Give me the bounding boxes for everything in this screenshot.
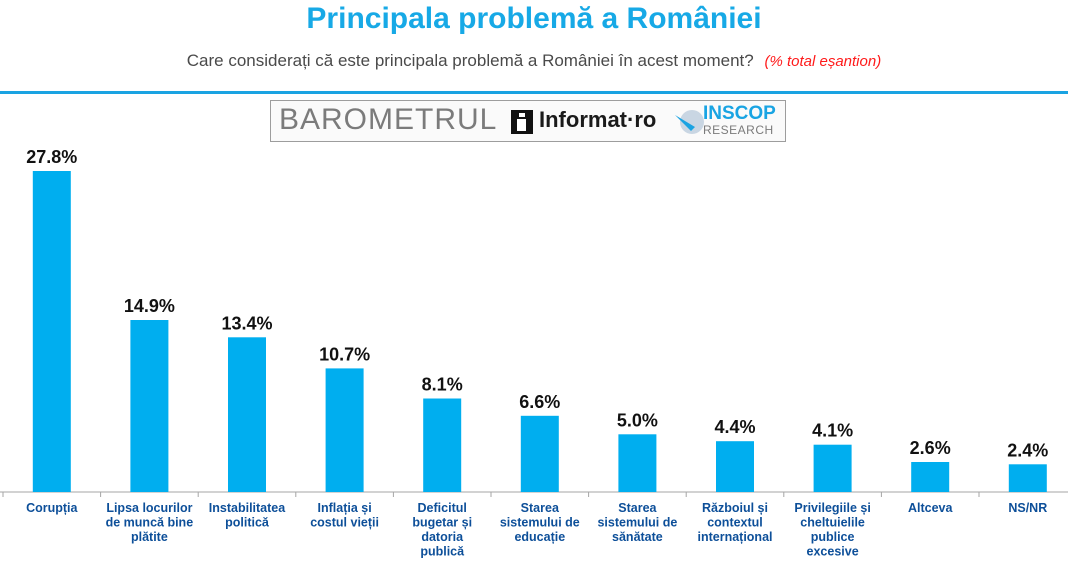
sponsor-logo-banner: BAROMETRUL Informat·ro INSCOP RESEARCH (270, 100, 786, 142)
data-label: 13.4% (221, 313, 272, 333)
category-label-line: de muncă bine (106, 516, 194, 530)
category-label: Starea sistemului de educație (500, 501, 580, 544)
data-label: 6.6% (519, 392, 560, 412)
category-label-line: educație (514, 530, 565, 544)
bar (520, 415, 559, 492)
category-label-line: Altceva (908, 501, 954, 515)
category-label-line: plătite (131, 530, 168, 544)
bar (130, 320, 169, 492)
category-label-line: Lipsa locurilor (106, 501, 192, 515)
barometrul-logo-text: BAROMETRUL (279, 103, 498, 136)
category-label-line: internațional (697, 530, 772, 544)
bar (716, 441, 754, 492)
bar (32, 171, 71, 492)
informat-logo-icon (511, 110, 533, 134)
category-label-line: publice (811, 530, 855, 544)
category-label-line: costul vieții (310, 516, 379, 530)
category-label-line: Privilegiile și (794, 501, 870, 515)
data-label: 2.4% (1007, 440, 1048, 460)
bar (1008, 464, 1047, 492)
category-label-line: excesive (807, 545, 859, 559)
category-label-line: contextul (707, 516, 763, 530)
bar (325, 368, 364, 492)
data-label: 14.9% (124, 296, 175, 316)
informat-logo-text: Informat·ro (539, 107, 656, 133)
category-label-line: Starea (618, 501, 657, 515)
category-label: Privilegiile și cheltuielile publice excesi… (794, 501, 870, 559)
category-label-line: Războiul și (702, 501, 768, 515)
category-label-line: sistemului de (597, 516, 677, 530)
informat-logo-domain: ·ro (627, 107, 657, 132)
bar (423, 398, 462, 492)
chart-subtitle: Care considerați că este principala prob… (0, 51, 1068, 71)
category-label-line: bugetar și (412, 516, 472, 530)
subtitle-note: (% total eșantion) (764, 53, 882, 70)
informat-logo-name: Informat (539, 107, 627, 132)
header-divider (0, 91, 1068, 94)
category-label: NS/NR (1008, 501, 1047, 515)
inscop-logo-text: INSCOP (703, 103, 776, 124)
bar (813, 444, 852, 492)
category-label-line: Starea (521, 501, 560, 515)
data-label: 2.6% (910, 438, 951, 458)
category-label-line: datoria (421, 530, 464, 544)
data-label: 4.1% (812, 421, 853, 441)
category-label: Corupția (26, 501, 78, 515)
bar (618, 434, 657, 492)
subtitle-question: Care considerați că este principala prob… (186, 51, 754, 70)
category-label-line: sistemului de (500, 516, 580, 530)
category-label-line: Deficitul (418, 501, 467, 515)
category-label: Deficitul bugetar și datoria publică (412, 501, 472, 559)
research-logo-text: RESEARCH (703, 123, 774, 137)
category-label: Lipsa locurilor de muncă bine plătite (106, 501, 194, 544)
category-label-line: Corupția (26, 501, 78, 515)
category-label: Instabilitatea politică (209, 501, 286, 530)
category-label-line: Inflația și (318, 501, 372, 515)
data-label: 4.4% (714, 417, 755, 437)
category-label-line: cheltuielile (800, 516, 865, 530)
bar (228, 337, 266, 492)
chart-title: Principala problemă a României (306, 2, 762, 35)
category-label-line: politică (225, 516, 270, 530)
data-label: 27.8% (26, 147, 77, 167)
category-label: Războiul și contextul internațional (697, 501, 772, 544)
category-label-line: publică (420, 545, 465, 559)
category-label: Altceva (908, 501, 954, 515)
data-label: 5.0% (617, 410, 658, 430)
data-label: 10.7% (319, 344, 370, 364)
category-label-line: Instabilitatea (209, 501, 286, 515)
bar (911, 462, 950, 492)
inscop-logo-icon (675, 110, 704, 134)
category-label: Inflația și costul vieții (310, 501, 379, 530)
category-label-line: NS/NR (1008, 501, 1047, 515)
data-label: 8.1% (422, 375, 463, 395)
category-label-line: sănătate (612, 530, 663, 544)
category-label: Starea sistemului de sănătate (597, 501, 677, 544)
